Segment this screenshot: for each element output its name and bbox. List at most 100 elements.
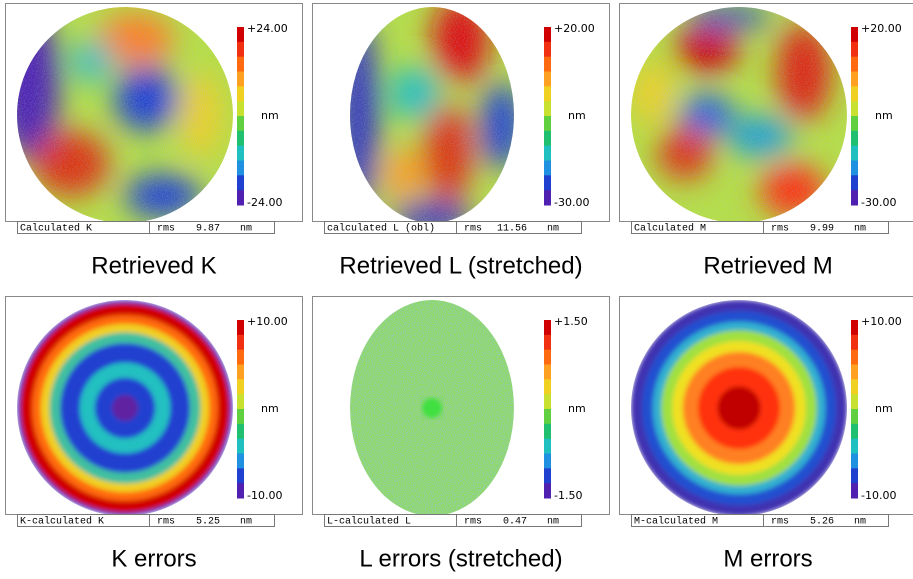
colorbar-step bbox=[544, 379, 551, 395]
rms-value: 9.99 bbox=[810, 224, 834, 235]
colorbar-step bbox=[851, 409, 858, 425]
colorbar-step bbox=[237, 145, 244, 161]
colorbar-step bbox=[851, 27, 858, 43]
colorbar-step bbox=[237, 438, 244, 454]
panel: +24.00 nm -24.00 Calculated K rms 9.87 nm Retri… bbox=[5, 3, 303, 279]
colorbar-step bbox=[544, 320, 551, 336]
surface-map bbox=[350, 300, 514, 516]
colorbar-step bbox=[237, 116, 244, 132]
scale-min: -10.00 bbox=[861, 489, 896, 502]
rms-unit: nm bbox=[547, 224, 559, 235]
colorbar-step bbox=[237, 364, 244, 380]
map-label: M-calculated M bbox=[634, 516, 718, 528]
colorbar-step bbox=[237, 86, 244, 102]
rms-box bbox=[763, 514, 889, 527]
colorbar-step bbox=[544, 101, 551, 117]
panel: +20.00 nm -30.00 Calculated M rms 9.99 nm Retri… bbox=[619, 3, 913, 279]
panel: +10.00 nm -10.00 K-calculated K rms 5.25 nm K e… bbox=[5, 296, 303, 572]
colorbar-step bbox=[237, 160, 244, 176]
colorbar-step bbox=[544, 175, 551, 191]
colorbar-step bbox=[851, 56, 858, 72]
rms-unit: nm bbox=[854, 224, 866, 235]
colorbar-step bbox=[237, 379, 244, 395]
surface-map bbox=[631, 300, 847, 516]
colorbar-step bbox=[544, 160, 551, 176]
scale-unit: nm bbox=[875, 109, 893, 122]
colorbar-step bbox=[544, 334, 551, 351]
panel: +20.00 nm -30.00 calculated L (obl) rms 11.56… bbox=[312, 3, 610, 279]
scale-min: -30.00 bbox=[554, 196, 589, 209]
scale-unit: nm bbox=[875, 402, 893, 415]
colorbar-step bbox=[851, 71, 858, 87]
colorbar-step bbox=[851, 101, 858, 117]
colorbar-step bbox=[544, 409, 551, 425]
colorbar-step bbox=[237, 190, 244, 206]
colorbar-step bbox=[544, 364, 551, 380]
colorbar-step bbox=[544, 130, 551, 147]
colorbar-step bbox=[237, 41, 244, 58]
rms-unit: nm bbox=[854, 517, 866, 528]
scale-max: +1.50 bbox=[554, 315, 588, 328]
colorbar-step bbox=[851, 86, 858, 102]
rms-unit: nm bbox=[547, 517, 559, 528]
rms-label: rms bbox=[771, 224, 789, 235]
rms-value: 11.56 bbox=[497, 224, 527, 235]
colorbar-step bbox=[851, 116, 858, 132]
colorbar-step bbox=[237, 409, 244, 425]
colorbar-step bbox=[544, 27, 551, 43]
colorbar-step bbox=[237, 394, 244, 410]
colorbar-step bbox=[851, 438, 858, 454]
rms-label: rms bbox=[464, 517, 482, 528]
colorbar-step bbox=[851, 190, 858, 206]
rms-value: 0.47 bbox=[503, 517, 527, 528]
colorbar-step bbox=[237, 453, 244, 469]
caption: Retrieved M bbox=[703, 252, 832, 279]
scale-min: -1.50 bbox=[554, 489, 582, 502]
colorbar-step bbox=[851, 364, 858, 380]
colorbar-step bbox=[544, 394, 551, 410]
colorbar-step bbox=[851, 41, 858, 58]
caption: Retrieved L (stretched) bbox=[339, 252, 582, 279]
scale-max: +20.00 bbox=[861, 22, 902, 35]
colorbar-step bbox=[237, 175, 244, 191]
colorbar-step bbox=[544, 116, 551, 132]
scale-max: +10.00 bbox=[861, 315, 902, 328]
panel: +10.00 nm -10.00 M-calculated M rms 5.26 nm M e… bbox=[619, 296, 913, 572]
colorbar-step bbox=[237, 468, 244, 484]
colorbar-step bbox=[851, 145, 858, 161]
colorbar-step bbox=[544, 483, 551, 499]
colorbar-step bbox=[237, 320, 244, 336]
colorbar-step bbox=[237, 130, 244, 147]
map-label: Calculated K bbox=[20, 223, 92, 235]
rms-unit: nm bbox=[240, 517, 252, 528]
colorbar-step bbox=[544, 453, 551, 469]
scale-max: +20.00 bbox=[554, 22, 595, 35]
rms-label: rms bbox=[771, 517, 789, 528]
colorbar-step bbox=[237, 71, 244, 87]
surface-map bbox=[17, 300, 233, 516]
rms-value: 9.87 bbox=[196, 224, 220, 235]
colorbar-step bbox=[544, 468, 551, 484]
colorbar-step bbox=[851, 453, 858, 469]
scale-min: -24.00 bbox=[247, 196, 282, 209]
colorbar-step bbox=[544, 190, 551, 206]
scale-unit: nm bbox=[261, 402, 279, 415]
colorbar-step bbox=[237, 483, 244, 499]
colorbar-step bbox=[237, 423, 244, 440]
caption: K errors bbox=[111, 545, 196, 572]
colorbar-step bbox=[851, 334, 858, 351]
colorbar-step bbox=[544, 41, 551, 58]
panel: +1.50 nm -1.50 L-calculated L rms 0.47 nm L err… bbox=[312, 296, 610, 572]
colorbar-step bbox=[237, 101, 244, 117]
rms-value: 5.26 bbox=[810, 517, 834, 528]
colorbar-step bbox=[237, 349, 244, 365]
colorbar-step bbox=[851, 468, 858, 484]
colorbar-step bbox=[544, 349, 551, 365]
colorbar-step bbox=[237, 334, 244, 351]
colorbar-step bbox=[544, 438, 551, 454]
colorbar-step bbox=[851, 423, 858, 440]
colorbar-step bbox=[237, 27, 244, 43]
colorbar-step bbox=[851, 483, 858, 499]
scale-unit: nm bbox=[261, 109, 279, 122]
